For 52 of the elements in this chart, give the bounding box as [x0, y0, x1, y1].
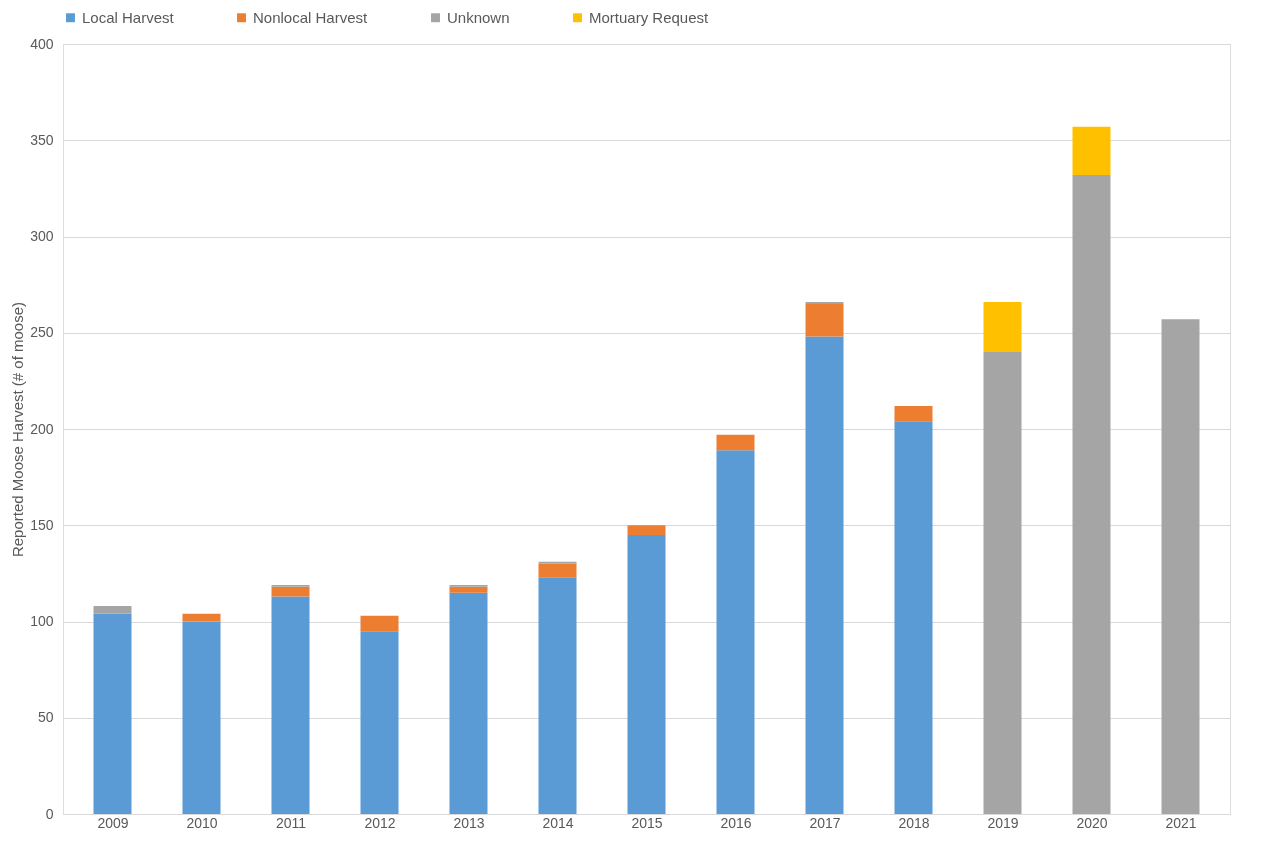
bar — [894, 421, 933, 814]
legend-label: Mortuary Request — [589, 8, 710, 26]
bar — [716, 450, 755, 814]
bar — [449, 586, 488, 593]
bar — [449, 592, 488, 814]
bar — [1072, 174, 1111, 814]
bar — [93, 613, 132, 814]
bar — [360, 631, 399, 814]
x-tick-label: 2011 — [275, 814, 307, 831]
x-tick-label: 2019 — [987, 814, 1019, 831]
x-tick-label: 2015 — [631, 814, 663, 831]
bar — [805, 336, 844, 814]
x-tick-label: 2009 — [97, 814, 129, 831]
y-tick-label: 100 — [30, 613, 54, 629]
bar — [983, 352, 1022, 814]
y-tick-label: 50 — [37, 709, 54, 726]
y-tick-label: 150 — [30, 516, 54, 533]
bar — [93, 606, 132, 614]
bar — [983, 301, 1022, 352]
y-tick-label: 200 — [30, 420, 54, 437]
bar — [271, 586, 310, 597]
bar — [894, 405, 933, 422]
bar — [271, 596, 310, 814]
legend-label: Local Harvest — [82, 8, 175, 26]
bar — [360, 615, 399, 632]
x-tick-label: 2013 — [453, 814, 485, 831]
x-tick-label: 2010 — [186, 814, 218, 831]
x-tick-label: 2014 — [542, 814, 574, 831]
y-tick-label: 350 — [30, 131, 54, 148]
bar — [1072, 126, 1111, 175]
y-tick-label: 250 — [30, 324, 54, 341]
x-tick-label: 2021 — [1165, 814, 1197, 831]
y-axis-title: Reported Moose Harvest (# of moose) — [9, 301, 27, 558]
y-tick-label: 300 — [30, 228, 54, 244]
bar — [538, 563, 577, 578]
x-tick-label: 2012 — [364, 814, 396, 831]
bar — [627, 534, 666, 814]
x-tick-label: 2020 — [1076, 814, 1108, 831]
x-tick-label: 2017 — [809, 814, 841, 831]
bar — [805, 303, 844, 337]
x-tick-label: 2018 — [898, 814, 930, 831]
legend-label: Unknown — [447, 8, 510, 26]
bar — [1161, 319, 1200, 814]
bar — [182, 621, 221, 814]
bar — [182, 613, 221, 622]
legend-label: Nonlocal Harvest — [253, 8, 369, 26]
x-tick-label: 2016 — [720, 814, 752, 831]
y-tick-label: 400 — [30, 35, 54, 52]
y-tick-label: 0 — [45, 805, 54, 822]
bar — [538, 577, 577, 814]
bar — [716, 434, 755, 451]
bar — [627, 525, 666, 535]
